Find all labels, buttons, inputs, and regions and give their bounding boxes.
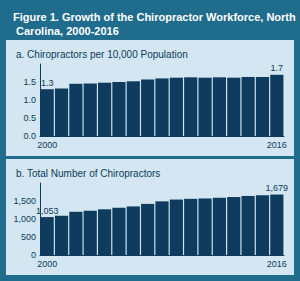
- svg-text:2000: 2000: [37, 259, 57, 269]
- svg-text:b. Total Number of Chiropracto: b. Total Number of Chiropractors: [16, 168, 160, 179]
- svg-text:1,000: 1,000: [13, 214, 36, 224]
- svg-text:a. Chiropractors per 10,000 Po: a. Chiropractors per 10,000 Population: [16, 49, 188, 60]
- svg-text:2016: 2016: [267, 259, 287, 269]
- svg-text:1.0: 1.0: [23, 95, 36, 105]
- svg-text:1.3: 1.3: [41, 78, 54, 88]
- svg-text:Carolina, 2000-2016: Carolina, 2000-2016: [13, 25, 119, 37]
- svg-text:1,500: 1,500: [13, 196, 36, 206]
- svg-text:500: 500: [21, 232, 36, 242]
- svg-text:2000: 2000: [37, 140, 57, 150]
- svg-text:Figure 1. Growth of the Chirop: Figure 1. Growth of the Chiropractor Wor…: [13, 11, 296, 23]
- svg-text:1.5: 1.5: [23, 77, 36, 87]
- svg-text:1,053: 1,053: [36, 206, 59, 216]
- svg-text:0.0: 0.0: [23, 131, 36, 141]
- svg-text:1,679: 1,679: [266, 183, 289, 193]
- svg-text:0: 0: [31, 250, 36, 260]
- svg-text:1.7: 1.7: [271, 63, 284, 73]
- svg-text:2016: 2016: [267, 140, 287, 150]
- svg-text:0.5: 0.5: [23, 113, 36, 123]
